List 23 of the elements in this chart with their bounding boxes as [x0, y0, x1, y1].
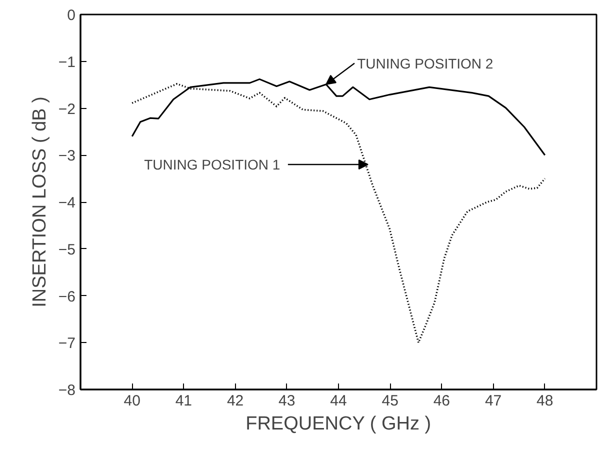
x-tick-label: 44: [330, 392, 347, 410]
y-tick-label: −6: [58, 288, 76, 306]
x-tick-label: 46: [433, 392, 450, 410]
x-tick-label: 43: [278, 392, 296, 410]
y-tick-label: −8: [58, 382, 76, 399]
y-tick-label: −2: [58, 100, 76, 118]
x-tick-label: 45: [382, 392, 398, 410]
x-tick-label: 40: [124, 392, 140, 410]
annotation: TUNING POSITION 1: [144, 156, 280, 172]
x-tick-label: 48: [536, 392, 554, 410]
annotation: TUNING POSITION 2: [357, 55, 494, 72]
y-tick-label: −4: [58, 194, 76, 212]
y-tick-label: −5: [58, 241, 76, 258]
x-tick-label: 47: [484, 392, 502, 410]
y-tick-label: −7: [58, 335, 76, 352]
x-tick-label: 42: [226, 392, 244, 410]
line-series: [131, 82, 546, 344]
y-tick-label: −3: [58, 148, 76, 165]
y-tick-label: 0: [67, 7, 76, 24]
y-axis-title: INSERTION LOSS ( dB ): [29, 96, 50, 308]
x-tick-label: 41: [175, 392, 192, 410]
y-tick-label: −1: [58, 54, 76, 71]
x-axis-title: FREQUENCY ( GHz ): [246, 414, 432, 434]
